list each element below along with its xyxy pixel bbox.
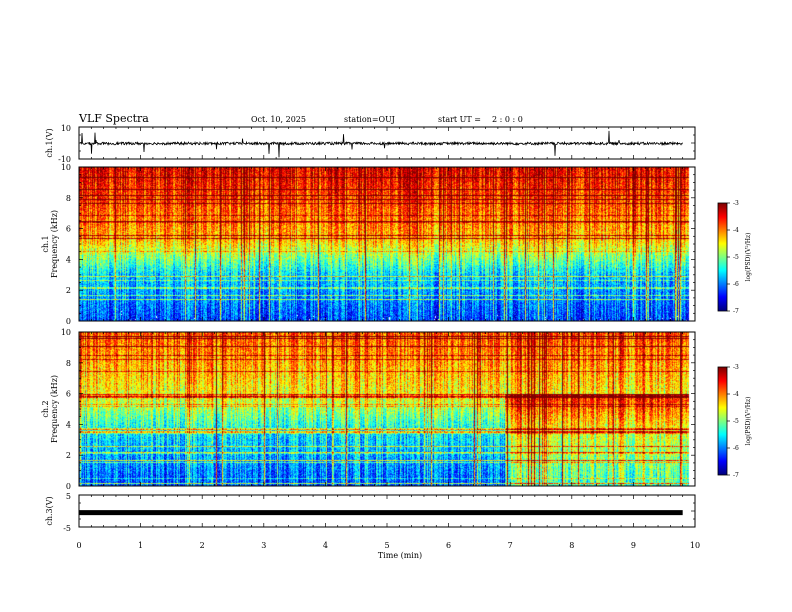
freq-tick-label: 2 bbox=[66, 286, 71, 295]
colorbar-tick-label: -3 bbox=[733, 364, 739, 371]
ch1-colorbar bbox=[718, 203, 727, 311]
colorbar-tick-label: -4 bbox=[733, 227, 739, 234]
ch1-colorbar-label: log(PSD)(V²/Hz) bbox=[745, 233, 752, 282]
ch1-waveform-line bbox=[79, 130, 683, 158]
colorbar-tick-label: -5 bbox=[733, 418, 739, 425]
ch3-ytick-top: 5 bbox=[66, 492, 71, 501]
colorbar-tick-label: -6 bbox=[733, 445, 739, 452]
time-tick-label: 8 bbox=[569, 541, 574, 550]
time-tick-label: 4 bbox=[323, 541, 328, 550]
start-ut-time: 2 : 0 : 0 bbox=[492, 115, 523, 124]
time-tick-label: 3 bbox=[261, 541, 266, 550]
ch2-colorbar-frame bbox=[717, 366, 728, 476]
time-tick-label: 9 bbox=[631, 541, 636, 550]
time-tick-label: 7 bbox=[508, 541, 513, 550]
ch2-colorbar-ticks: -3 -4 -5 -6 -7 bbox=[727, 364, 739, 479]
ch2-spectrogram-frame bbox=[78, 331, 696, 487]
freq-tick-label: 4 bbox=[66, 420, 71, 429]
ch3-level-ylabel: ch.3(V) bbox=[45, 496, 54, 525]
ch1-spectrogram-frame bbox=[78, 166, 696, 322]
station-label: station=OUJ bbox=[344, 115, 395, 124]
date-label: Oct. 10, 2025 bbox=[251, 115, 306, 124]
figure-title: VLF Spectra bbox=[78, 112, 149, 125]
freq-tick-label: 8 bbox=[66, 359, 71, 368]
start-ut-label: start UT = bbox=[438, 115, 481, 124]
ch2-colorbar bbox=[718, 367, 727, 475]
colorbar-tick-label: -5 bbox=[733, 254, 739, 261]
ch1-colorbar-frame bbox=[717, 202, 728, 312]
freq-tick-label: 6 bbox=[66, 225, 71, 234]
colorbar-tick-label: -3 bbox=[733, 200, 739, 207]
ch3-level-panel: 5 -5 ch.3(V) bbox=[45, 492, 696, 533]
time-axis-tick-labels: 0 1 2 3 4 5 6 7 8 9 10 bbox=[76, 541, 700, 550]
ch2-spectrogram-image bbox=[79, 332, 695, 486]
ch1-ytick-top: 10 bbox=[61, 124, 71, 133]
ch1-spectrogram-channel-label: ch.1 bbox=[41, 235, 50, 252]
ch1-spectrogram-ylabel: Frequency (kHz) bbox=[50, 210, 59, 278]
time-tick-label: 0 bbox=[76, 541, 81, 550]
ch1-waveform-ylabel: ch.1(V) bbox=[45, 128, 54, 157]
time-tick-label: 6 bbox=[446, 541, 451, 550]
colorbar-tick-label: -7 bbox=[733, 472, 739, 479]
ch2-spectrogram-ylabel: Frequency (kHz) bbox=[50, 375, 59, 443]
colorbar-tick-label: -4 bbox=[733, 391, 739, 398]
ch2-spectrogram-yticks: 0 2 4 6 8 10 bbox=[61, 328, 695, 491]
freq-tick-label: 10 bbox=[61, 163, 71, 172]
freq-tick-label: 2 bbox=[66, 451, 71, 460]
ch2-colorbar-label: log(PSD)(V²/Hz) bbox=[745, 397, 752, 446]
freq-tick-label: 8 bbox=[66, 194, 71, 203]
colorbar-tick-label: -7 bbox=[733, 308, 739, 315]
time-axis-label: Time (min) bbox=[378, 551, 422, 560]
ch1-spectrogram-image bbox=[79, 167, 695, 321]
freq-tick-label: 0 bbox=[66, 317, 71, 326]
time-tick-label: 2 bbox=[200, 541, 205, 550]
ch1-waveform-panel: 10 -10 ch.1(V) bbox=[45, 124, 696, 164]
ch1-ytick-bottom: -10 bbox=[58, 155, 71, 164]
freq-tick-label: 4 bbox=[66, 255, 71, 264]
time-tick-label: 5 bbox=[384, 541, 389, 550]
freq-tick-label: 0 bbox=[66, 482, 71, 491]
ch1-colorbar-ticks: -3 -4 -5 -6 -7 bbox=[727, 200, 739, 315]
ch2-spectrogram-channel-label: ch.2 bbox=[41, 400, 50, 417]
time-tick-label: 10 bbox=[690, 541, 700, 550]
freq-tick-label: 10 bbox=[61, 328, 71, 337]
colorbar-tick-label: -6 bbox=[733, 281, 739, 288]
ch3-ytick-bottom: -5 bbox=[63, 524, 71, 533]
time-tick-label: 1 bbox=[138, 541, 143, 550]
freq-tick-label: 6 bbox=[66, 390, 71, 399]
time-axis-ticks bbox=[78, 127, 696, 527]
ch1-spectrogram-yticks: 0 2 4 6 8 10 bbox=[61, 163, 695, 326]
